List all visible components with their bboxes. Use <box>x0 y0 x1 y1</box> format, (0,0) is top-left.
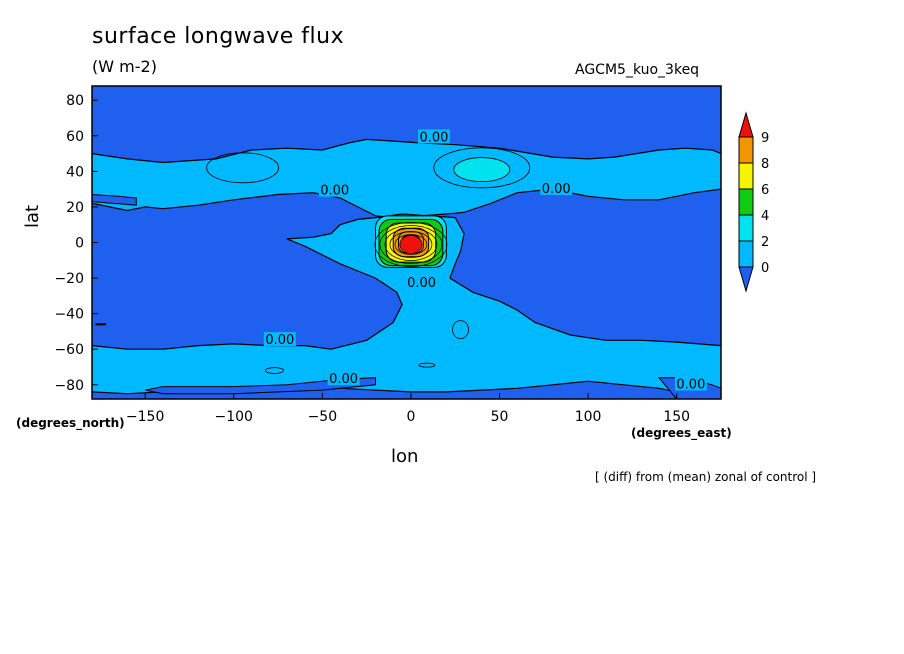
contour-label: 0.00 <box>265 333 294 348</box>
contour-line <box>418 362 436 368</box>
contour-line <box>374 222 448 267</box>
contour-label: 0.00 <box>419 130 448 145</box>
x-axis-label: lon <box>391 446 419 467</box>
colorbar-lower-arrow <box>738 266 754 293</box>
y-tick-label: 60 <box>66 129 84 145</box>
contour-line <box>384 228 438 261</box>
colorbar-segment <box>738 240 754 268</box>
colorbar-label: 6 <box>761 183 769 198</box>
x-tick-label: 0 <box>406 409 415 425</box>
x-tick-label: 50 <box>491 409 509 425</box>
contour-label: 0.00 <box>320 184 349 199</box>
contour-label: 0.00 <box>676 378 705 393</box>
contour-label-bg <box>318 182 351 197</box>
contour-line <box>389 231 433 258</box>
contour-line <box>452 320 469 340</box>
y-tick-label: 20 <box>66 200 84 216</box>
x-axis-units: (degrees_east) <box>631 426 732 440</box>
x-tick-label: 100 <box>575 409 602 425</box>
colorbar-segment <box>738 188 754 216</box>
colorbar-segment <box>738 136 754 164</box>
footnote: [ (diff) from (mean) zonal of control ] <box>595 470 817 484</box>
contour-label-bg <box>263 332 296 347</box>
x-axis: −150 −100 −50 0 50 100 150 <box>126 393 690 425</box>
positive-band-south <box>92 213 721 397</box>
contour-max-center <box>399 235 423 254</box>
y-tick-label: −40 <box>54 307 84 323</box>
x-tick-label: 150 <box>663 409 690 425</box>
y-axis-units: (degrees_north) <box>16 416 125 430</box>
chart-units: (W m-2) <box>92 57 157 76</box>
x-tick-label: −100 <box>215 409 253 425</box>
colorbar-label: 9 <box>761 131 769 146</box>
y-tick-label: 80 <box>66 93 84 109</box>
y-tick-label: −80 <box>54 378 84 394</box>
contour-labels: 0.00 0.00 0.00 0.00 0.00 0.00 0.00 <box>263 129 707 393</box>
y-tick-label: −20 <box>54 271 84 287</box>
y-tick-label: −60 <box>54 342 84 358</box>
positive-band-north <box>92 138 721 219</box>
run-name: AGCM5_kuo_3keq <box>575 62 700 78</box>
y-tick-label: 40 <box>66 164 84 180</box>
chart-title: surface longwave flux <box>92 24 345 49</box>
contour-field <box>92 86 721 399</box>
contour-line <box>379 225 443 264</box>
y-axis: −80 −60 −40 −20 0 20 40 60 80 <box>54 93 98 394</box>
colorbar-segment <box>738 162 754 190</box>
negative-patch-west <box>92 193 137 206</box>
contour-label-bg <box>405 275 438 290</box>
contour-label-bg <box>327 371 360 386</box>
y-tick-label: 0 <box>75 236 84 252</box>
contour-label: 0.00 <box>407 276 436 291</box>
negative-patch-south <box>145 377 376 395</box>
colorbar-label: 8 <box>761 157 769 172</box>
colorbar-segment <box>738 214 754 242</box>
contour-label-bg <box>540 180 573 195</box>
contour-line <box>265 367 284 374</box>
contour-max-north <box>453 157 511 182</box>
colorbar-label: 4 <box>761 209 769 224</box>
x-tick-label: −150 <box>126 409 164 425</box>
colorbar-upper-arrow <box>738 111 754 138</box>
x-tick-label: −50 <box>308 409 338 425</box>
colorbar-label: 2 <box>761 235 769 250</box>
colorbar-label: 0 <box>761 261 769 276</box>
contour-line <box>394 234 428 255</box>
contour-line <box>433 147 531 189</box>
contour-label: 0.00 <box>542 182 571 197</box>
contour-label-bg <box>674 376 707 391</box>
colorbar: 0 2 4 6 8 9 <box>738 111 769 293</box>
contour-label-bg <box>417 129 450 144</box>
contour-line <box>206 152 280 184</box>
contour-label: 0.00 <box>329 372 358 387</box>
